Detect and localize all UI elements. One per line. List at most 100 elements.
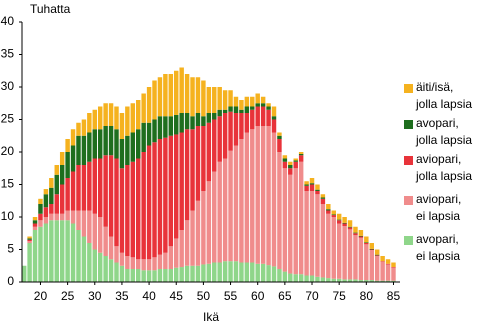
- bar-segment: [255, 126, 260, 264]
- bar-segment: [288, 174, 293, 274]
- bar-segment: [190, 129, 195, 211]
- bar-segment: [81, 135, 87, 165]
- bar-segment: [108, 155, 114, 237]
- bar-segment: [135, 269, 141, 282]
- bar-segment: [293, 158, 298, 161]
- bar-segment: [255, 93, 260, 104]
- bar-segment: [336, 213, 342, 220]
- bar-segment: [282, 168, 288, 272]
- bar-segment: [49, 220, 54, 282]
- bar-segment: [87, 243, 92, 282]
- bar-segment: [146, 122, 152, 146]
- bar-segment: [163, 116, 168, 138]
- bar-segment: [336, 223, 342, 279]
- bar-segment: [217, 109, 222, 117]
- bar-segment: [217, 161, 222, 263]
- bar-segment: [43, 223, 49, 282]
- bar-segment: [336, 220, 342, 224]
- bar-segment: [43, 194, 49, 208]
- bar-segment: [141, 270, 146, 282]
- bar-segment: [233, 106, 239, 113]
- bar-segment: [212, 113, 217, 120]
- bar-segment: [157, 116, 163, 139]
- bar-segment: [217, 87, 222, 110]
- bar-segment: [266, 265, 271, 282]
- bar-segment: [255, 263, 260, 282]
- bar-segment: [385, 263, 391, 265]
- bar-segment: [309, 275, 315, 282]
- bar-segment: [108, 103, 114, 126]
- bar-segment: [250, 109, 255, 130]
- bar-segment: [70, 223, 76, 282]
- bar-segment: [65, 178, 70, 211]
- bar-segment: [374, 255, 380, 256]
- x-tick-label: 70: [305, 289, 319, 303]
- bar-segment: [260, 96, 266, 104]
- bar-segment: [358, 237, 364, 281]
- legend-label: aviopari, jolla lapsia: [416, 152, 473, 183]
- bar-segment: [38, 220, 43, 227]
- bar-segment: [32, 220, 38, 224]
- bar-segment: [38, 198, 43, 204]
- bar-segment: [304, 191, 309, 276]
- bar-segment: [342, 226, 347, 280]
- bar-segment: [125, 106, 130, 136]
- x-tick-label: 80: [360, 289, 374, 303]
- bar-segment: [391, 267, 396, 281]
- bar-segment: [76, 122, 81, 136]
- bar-segment: [97, 217, 103, 253]
- bar-segment: [49, 204, 54, 214]
- bar-segment: [27, 239, 32, 242]
- bar-segment: [358, 236, 364, 238]
- bar-segment: [157, 269, 163, 282]
- bar-segment: [125, 135, 130, 165]
- bar-segment: [260, 126, 266, 264]
- bar-segment: [228, 90, 233, 107]
- bar-segment: [358, 235, 364, 237]
- bar-segment: [168, 74, 174, 117]
- bar-segment: [54, 165, 59, 175]
- bar-segment: [271, 106, 277, 117]
- bar-segment: [32, 217, 38, 221]
- bar-segment: [369, 250, 374, 281]
- bar-segment: [353, 226, 358, 233]
- bar-segment: [336, 278, 342, 282]
- bar-segment: [108, 259, 114, 282]
- bar-segment: [222, 158, 228, 262]
- bar-segment: [391, 262, 396, 268]
- bar-segment: [364, 236, 369, 243]
- x-tick-label: 35: [115, 289, 129, 303]
- bar-segment: [38, 213, 43, 221]
- bar-segment: [212, 87, 217, 113]
- bar-segment: [347, 220, 353, 227]
- bar-segment: [288, 161, 293, 165]
- bar-segment: [27, 238, 32, 240]
- bar-segment: [27, 236, 32, 239]
- bar-segment: [391, 267, 396, 268]
- bar-segment: [168, 269, 174, 282]
- bar-segment: [184, 220, 190, 266]
- bar-segment: [364, 244, 369, 281]
- bar-segment: [81, 165, 87, 211]
- bar-segment: [97, 129, 103, 159]
- bar-segment: [146, 87, 152, 123]
- bar-segment: [336, 219, 342, 221]
- bar-segment: [103, 226, 108, 256]
- bar-segment: [54, 220, 59, 282]
- x-axis-label: Ikä: [203, 310, 219, 324]
- bar-segment: [374, 280, 380, 282]
- bar-segment: [353, 233, 358, 236]
- bar-segment: [174, 70, 179, 115]
- bar-segment: [282, 155, 288, 159]
- y-tick-label: 0: [7, 274, 14, 288]
- bar-segment: [190, 210, 195, 266]
- bar-segment: [342, 279, 347, 282]
- bar-segment: [70, 171, 76, 211]
- bar-segment: [212, 171, 217, 263]
- bar-segment: [331, 210, 336, 215]
- bar-segment: [190, 77, 195, 117]
- bar-segment: [212, 262, 217, 282]
- bar-segment: [385, 259, 391, 264]
